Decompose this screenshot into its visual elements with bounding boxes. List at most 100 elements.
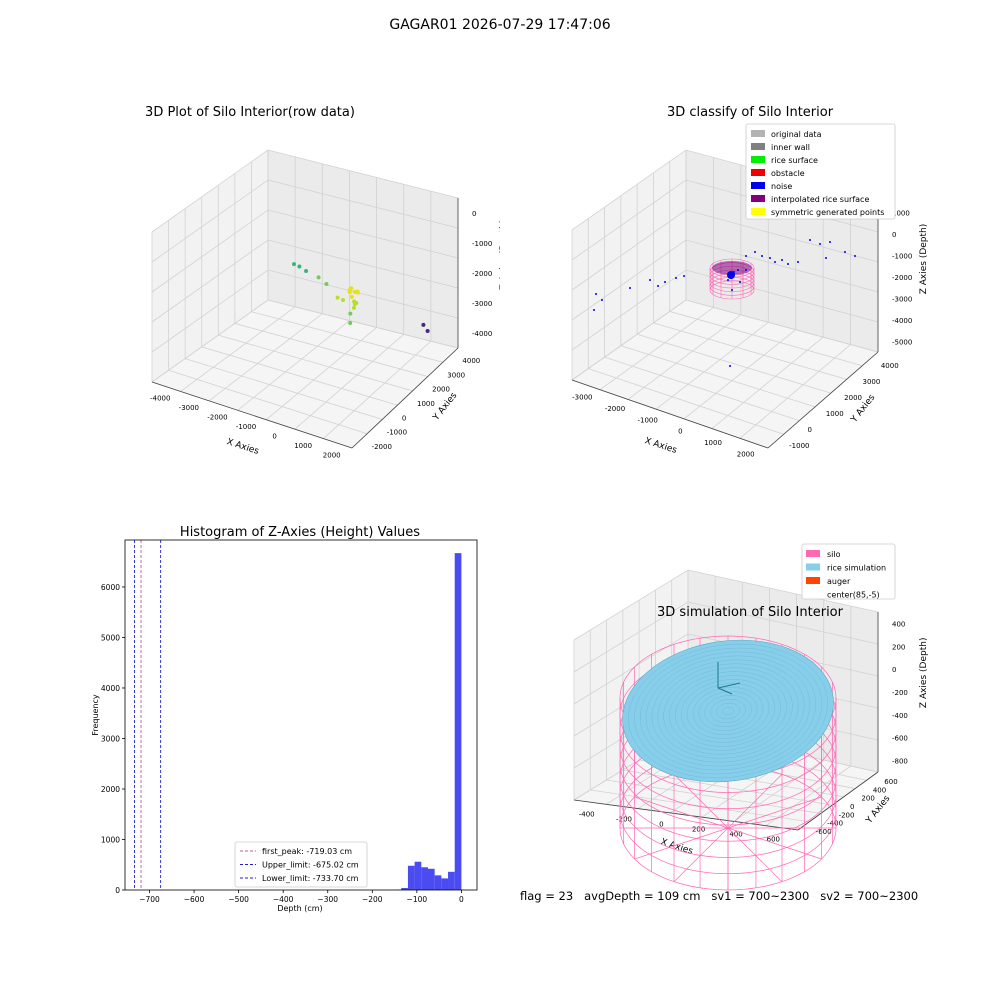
y-tick-label: 1000 — [101, 835, 120, 844]
legend-label: interpolated rice surface — [771, 195, 869, 204]
histogram-bar — [401, 887, 408, 890]
x-tick-label: 2000 — [323, 451, 341, 459]
legend-label: auger — [827, 577, 851, 586]
grid-line — [669, 311, 863, 367]
y-tick-label: 6000 — [101, 583, 120, 592]
footer-stats: flag = 23 avgDepth = 109 cm sv1 = 700~23… — [520, 889, 919, 903]
x-axis-line — [151, 381, 353, 449]
pane-floor — [572, 300, 878, 448]
legend-label: first_peak: -719.03 cm — [262, 847, 352, 856]
x-tick-label: -2000 — [605, 405, 625, 413]
legend-label: Upper_limit: -675.02 cm — [262, 861, 359, 870]
x-tick-label: -400 — [579, 811, 595, 819]
noise-point — [739, 281, 741, 283]
data-point — [349, 286, 354, 291]
plot-title: 3D Plot of Silo Interior(row data) — [145, 105, 355, 120]
legend: original data inner wall rice surface obsta… — [745, 123, 896, 220]
legend-swatch — [751, 182, 765, 189]
grid-line — [218, 334, 413, 392]
x-tick-label: 200 — [692, 826, 705, 834]
x-tick-label: 2000 — [737, 450, 755, 458]
grid-line — [237, 320, 350, 411]
grid-line — [208, 313, 323, 402]
legend-swatch — [806, 577, 820, 584]
noise-point — [664, 281, 666, 283]
noise-point — [761, 255, 763, 257]
grid-line — [620, 345, 816, 408]
y-tick-label: 0 — [808, 426, 812, 434]
y-tick-label: -600 — [816, 828, 832, 836]
rice-mesh-line — [657, 663, 799, 759]
y-tick-label: 3000 — [863, 378, 881, 386]
rice-mesh-line — [645, 655, 811, 767]
silo-floor-wire — [634, 796, 729, 829]
histogram-bar — [441, 878, 449, 890]
z-tick-label: 0 — [892, 666, 896, 674]
x-axis-label: X Axies — [225, 437, 260, 457]
z-tick-label: -2000 — [472, 270, 492, 278]
y-tick-label: 2000 — [432, 386, 450, 394]
grid-line — [294, 333, 404, 430]
noise-point — [829, 241, 831, 243]
legend-label: noise — [771, 182, 792, 191]
y-axis-line — [767, 351, 879, 449]
grid-line — [622, 769, 833, 806]
legend-box — [801, 543, 896, 600]
noise-point — [769, 257, 771, 259]
grid-line — [151, 179, 459, 263]
rice-mesh-line — [716, 702, 740, 720]
grid-line — [323, 340, 432, 439]
rice-mesh-line — [698, 691, 758, 731]
grid-line — [606, 779, 821, 814]
legend-swatch — [806, 550, 820, 557]
x-tick-label: −500 — [228, 895, 249, 904]
noise-point — [649, 279, 651, 281]
plot-simulation: -400-2000200400600-600-400-2000200400600… — [573, 543, 929, 891]
grid-line — [655, 321, 769, 410]
legend-swatch — [751, 195, 765, 202]
data-point — [341, 297, 345, 302]
x-axis-label: X Axies — [643, 436, 678, 456]
z-tick-label: 1000 — [892, 210, 910, 218]
legend-swatch — [806, 563, 820, 571]
histogram-bar — [414, 861, 422, 890]
noise-point — [683, 275, 685, 277]
x-tick-label: 0 — [272, 432, 276, 440]
rice-mesh-line — [669, 671, 787, 751]
grid-line — [151, 269, 459, 353]
silo-floor-wire — [727, 827, 822, 860]
y-tick-label: 200 — [861, 795, 874, 803]
rice-mesh-line — [663, 667, 793, 755]
noise-point — [854, 255, 856, 257]
histogram-bar — [434, 875, 442, 890]
x-tick-label: −200 — [362, 895, 383, 904]
y-tick-label: 3000 — [447, 371, 465, 379]
y-tick-label: 2000 — [101, 785, 120, 794]
z-axis-label: Z Axies (Depth) — [919, 224, 929, 295]
legend-label: obstacle — [771, 169, 805, 178]
data-point — [425, 328, 430, 333]
data-point — [324, 282, 329, 287]
legend-label: symmetric generated points — [771, 208, 884, 217]
y-tick-label: 1000 — [826, 410, 844, 418]
rice-mesh-line — [710, 699, 746, 723]
x-tick-label: 0 — [659, 821, 663, 829]
auger — [717, 662, 741, 695]
noise-point — [737, 269, 739, 271]
z-tick-label: -3000 — [892, 295, 912, 303]
x-tick-label: -3000 — [179, 404, 199, 412]
legend-label: inner wall — [771, 143, 810, 152]
grid-line — [251, 311, 443, 363]
rice-mesh-line — [686, 683, 770, 739]
y-axis-label: Frequency — [91, 694, 100, 736]
data-point — [335, 295, 340, 300]
noise-point — [787, 263, 789, 265]
pane-floor — [152, 300, 458, 448]
grid-line — [180, 306, 296, 392]
pane-left — [152, 150, 268, 382]
histogram-bar — [407, 865, 415, 890]
grid-line — [151, 239, 459, 323]
y-tick-label: 1000 — [417, 400, 435, 408]
legend-label: Lower_limit: -733.70 cm — [262, 874, 359, 883]
y-axis-line — [797, 771, 879, 831]
